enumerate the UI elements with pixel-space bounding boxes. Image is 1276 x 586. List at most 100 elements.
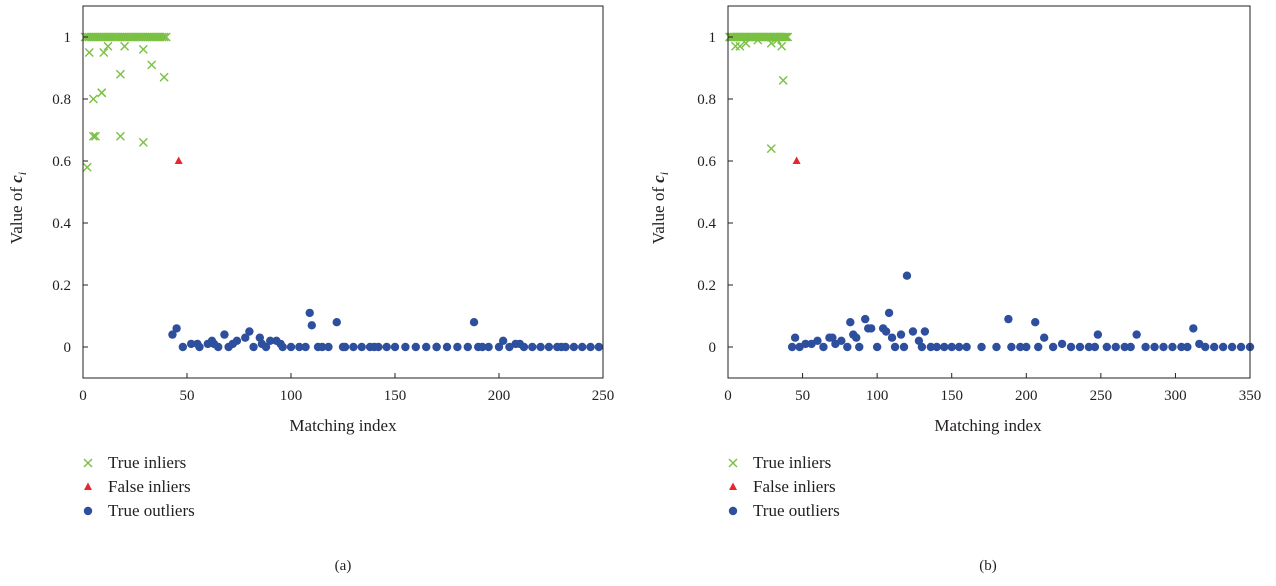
outlier-point xyxy=(515,339,524,349)
outlier-point xyxy=(1057,339,1067,349)
outlier-point xyxy=(484,342,493,352)
outlier-point xyxy=(241,333,250,342)
legend-label: False inliers xyxy=(108,477,191,496)
x-tick-label: 100 xyxy=(866,388,889,404)
outlier-point xyxy=(324,342,333,352)
outlier-point xyxy=(1031,318,1040,327)
panel-a: 0 50 100 150 200 250 0 0.2 0.4 0.6 0.8 1 Matching i… xyxy=(7,5,615,574)
x-tick-label: 150 xyxy=(384,388,407,404)
inlier-point xyxy=(115,69,125,79)
outlier-point xyxy=(881,327,891,336)
outlier-point xyxy=(594,342,604,352)
y-tick-label: 1 xyxy=(64,30,72,46)
outlier-point xyxy=(1210,342,1219,352)
outlier-point xyxy=(843,342,852,352)
outlier-point xyxy=(1093,330,1103,339)
outlier-point xyxy=(1111,342,1120,352)
inlier-point xyxy=(88,131,98,141)
outlier-point xyxy=(453,342,462,352)
x-tick-label: 100 xyxy=(280,388,303,404)
outlier-point xyxy=(1120,342,1129,352)
inlier-point xyxy=(766,144,776,154)
plot-area-b xyxy=(724,32,1255,352)
outlier-point xyxy=(478,342,487,352)
outlier-point xyxy=(544,342,554,352)
x-tick-label: 350 xyxy=(1239,388,1262,404)
outlier-point xyxy=(245,327,254,336)
outlier-point xyxy=(819,342,828,352)
y-tick-label: 1 xyxy=(709,30,717,46)
outlier-point xyxy=(382,342,391,352)
outlier-point xyxy=(813,336,822,345)
plot-area-a xyxy=(80,32,604,352)
outlier-point xyxy=(1034,342,1043,352)
inlier-point xyxy=(778,75,788,85)
y-tick-label: 0.6 xyxy=(697,154,716,170)
inlier-point xyxy=(138,137,148,147)
outlier-point xyxy=(276,339,285,349)
outlier-point xyxy=(855,342,864,352)
outlier-point xyxy=(1227,342,1237,352)
outlier-point xyxy=(1090,342,1100,352)
outlier-point xyxy=(1075,342,1085,352)
outlier-point xyxy=(494,342,504,352)
false-inlier-point xyxy=(174,156,183,164)
y-tick-label: 0.6 xyxy=(52,154,71,170)
ticks-b: 0 50 100 150 200 250 300 350 0 0.2 0.4 0.6 0.8 1 xyxy=(697,5,1262,404)
panel-label-a: (a) xyxy=(335,558,352,574)
outlier-point xyxy=(787,342,797,352)
x-tick-label: 250 xyxy=(592,388,615,404)
x-tick-label: 150 xyxy=(940,388,963,404)
outlier-point xyxy=(536,342,545,352)
outlier-point xyxy=(1189,324,1198,333)
inlier-point xyxy=(159,72,169,82)
outlier-point xyxy=(1004,314,1013,324)
outlier-point xyxy=(498,336,508,345)
outlier-point xyxy=(962,342,971,352)
inlier-point xyxy=(84,48,94,57)
outlier-point xyxy=(318,342,327,352)
outlier-point xyxy=(469,318,479,327)
inlier-point xyxy=(735,41,745,51)
false-inlier-point xyxy=(792,156,801,164)
inlier-point xyxy=(783,32,793,42)
outlier-point xyxy=(220,330,229,339)
y-tick-label: 0 xyxy=(64,340,72,356)
plot-frame xyxy=(82,5,604,379)
outlier-point xyxy=(1048,342,1058,352)
outlier-point xyxy=(902,271,912,280)
outlier-point xyxy=(884,308,894,318)
outlier-point xyxy=(186,339,196,349)
outlier-point xyxy=(401,342,410,352)
outlier-point xyxy=(411,342,420,352)
outlier-point xyxy=(954,342,964,352)
legend-marker xyxy=(83,506,93,516)
inlier-point xyxy=(82,162,92,172)
inlier-point xyxy=(157,32,167,42)
outlier-point xyxy=(349,342,358,352)
outlier-point xyxy=(307,321,316,330)
legend-marker xyxy=(84,482,92,490)
outlier-point xyxy=(1126,342,1135,352)
outlier-point xyxy=(932,342,941,352)
outlier-point xyxy=(332,318,341,327)
outlier-point xyxy=(890,342,900,352)
inlier-point xyxy=(97,88,107,98)
x-axis-label-a: Matching index xyxy=(289,416,397,435)
outlier-point xyxy=(1102,342,1112,352)
outlier-point xyxy=(917,342,927,352)
outlier-point xyxy=(1236,342,1246,352)
inlier-point xyxy=(161,32,171,42)
outlier-point xyxy=(920,327,930,336)
outlier-point xyxy=(852,333,861,342)
legend-b: True inliers False inliers True outliers xyxy=(728,453,840,520)
x-tick-label: 200 xyxy=(1015,388,1038,404)
inlier-point xyxy=(99,48,109,57)
outlier-point xyxy=(1183,342,1192,352)
inlier-point xyxy=(138,44,148,54)
panel-b: 0 50 100 150 200 250 300 350 0 0.2 0.4 0.6 0.8 1 Matc… xyxy=(649,5,1262,574)
inlier-point xyxy=(120,41,130,51)
legend-marker xyxy=(728,506,738,516)
outlier-point xyxy=(557,342,566,352)
outlier-point xyxy=(866,324,876,333)
